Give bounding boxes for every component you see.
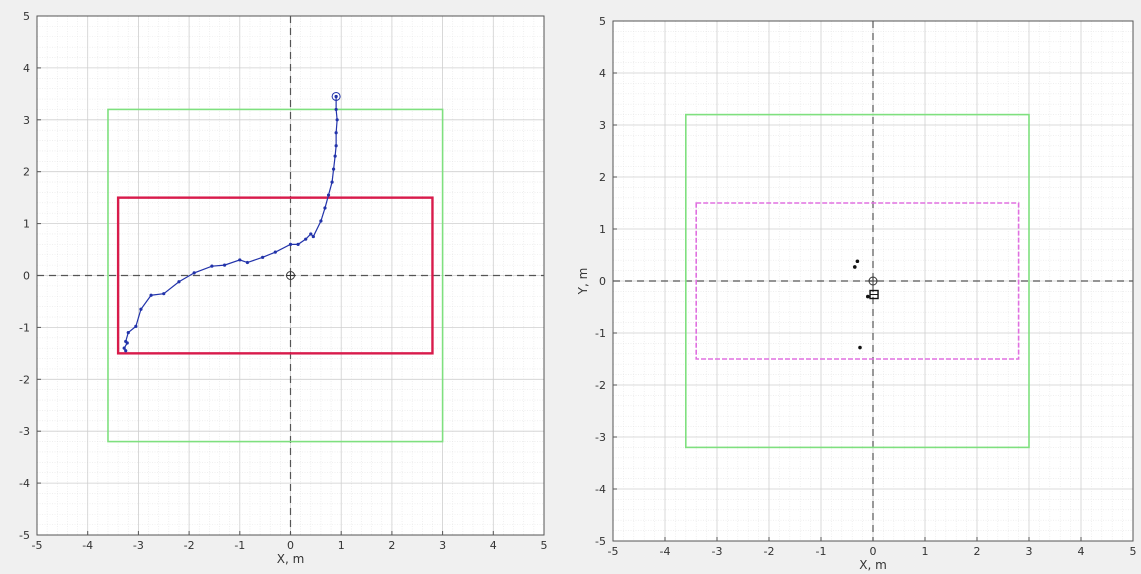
y-tick-label: -1 [19,321,30,334]
data-point [326,193,331,197]
x-tick-label: -4 [82,539,93,552]
inner-boundary-box [116,196,434,355]
right-chart: -5 -4 -3 -2 -1 0 1 2 3 4 5 -5 -4 -3 -2 -1 0 1 2 3 4 5 X, m Y, m [571,0,1141,574]
y-tick-label: 0 [599,275,606,288]
x-tick-label: 0 [870,545,877,558]
y-tick-label: 1 [599,223,606,236]
y-tick-label: -1 [595,327,606,340]
x-tick-label: 5 [541,539,548,552]
x-tick-label: -3 [133,539,144,552]
left-chart: -5 -4 -3 -2 -1 0 1 2 3 4 5 -5 -4 -3 -2 -1 0 1 2 3 4 5 X, m [0,0,571,574]
data-point [124,349,128,353]
x-tick-label: -4 [660,545,671,558]
x-tick-label: -5 [608,545,619,558]
left-plot-panel: -5 -4 -3 -2 -1 0 1 2 3 4 5 -5 -4 -3 -2 -1 0 1 2 3 4 5 X, m [0,0,571,574]
x-tick-label: 1 [338,539,345,552]
data-point [323,206,327,210]
data-point [334,144,338,148]
data-point [333,154,337,158]
data-point [261,255,265,259]
x-tick-label: 1 [922,545,929,558]
y-tick-label: 4 [599,67,606,80]
data-point [334,131,338,135]
data-point [331,167,336,171]
data-point [858,345,862,350]
y-axis-title: Y, m [576,268,590,296]
x-tick-label: -2 [184,539,195,552]
x-tick-label: 4 [1078,545,1085,558]
x-axis-title: X, m [859,558,887,572]
outer-boundary-box [107,108,444,443]
x-tick-label: 0 [287,539,294,552]
data-point [853,265,857,269]
data-point [162,292,166,296]
y-tick-label: -2 [595,379,606,392]
y-tick-label: 0 [23,270,30,283]
x-tick-label: 2 [974,545,981,558]
data-point [319,219,323,223]
data-point [177,280,181,284]
y-tick-label: 5 [23,10,30,23]
data-point [238,258,242,262]
data-point [330,180,334,184]
x-tick-label: 2 [388,539,395,552]
start-marker [331,91,341,101]
x-tick-label: -2 [764,545,775,558]
data-point [309,232,313,236]
data-point [311,234,315,239]
y-tick-label: 3 [599,119,606,132]
inner-boundary-box [695,202,1020,360]
x-tick-label: -3 [712,545,723,558]
data-point [139,307,143,311]
data-point [192,271,196,275]
outer-boundary-box [685,113,1030,449]
y-tick-label: -5 [19,529,30,542]
y-tick-label: 2 [599,171,606,184]
data-point [126,330,130,335]
y-tick-label: -4 [595,483,606,496]
x-tick-label: -5 [32,539,43,552]
right-plot-panel: -5 -4 -3 -2 -1 0 1 2 3 4 5 -5 -4 -3 -2 -1 0 1 2 3 4 5 X, m Y, m [571,0,1141,574]
data-point [334,107,338,112]
data-point [222,263,227,267]
data-point [149,293,153,297]
data-point [866,294,870,299]
y-tick-label: 1 [23,218,30,231]
data-point [134,324,138,328]
y-tick-label: 3 [23,114,30,127]
x-tick-label: -1 [234,539,245,552]
y-tick-label: 4 [23,62,30,75]
y-tick-label: -3 [595,431,606,444]
y-tick-label: -3 [19,425,30,438]
y-tick-label: -2 [19,373,30,386]
data-point [304,237,308,241]
y-tick-label: -5 [595,535,606,548]
x-tick-label: -1 [816,545,827,558]
data-point [855,259,860,264]
data-point [125,341,129,345]
y-tick-label: -4 [19,477,30,490]
data-point [296,242,300,246]
data-point [288,242,293,246]
start-marker-center [334,94,338,98]
data-point [335,118,339,122]
x-tick-label: 5 [1130,545,1137,558]
y-tick-label: 2 [23,166,30,179]
x-tick-label: 4 [490,539,497,552]
data-point [273,250,277,254]
data-point [245,260,250,265]
x-tick-label: 3 [439,539,446,552]
data-point [122,346,126,350]
x-axis-title: X, m [277,552,305,566]
data-point [210,264,214,268]
y-tick-label: 5 [599,15,606,28]
x-tick-label: 3 [1026,545,1033,558]
